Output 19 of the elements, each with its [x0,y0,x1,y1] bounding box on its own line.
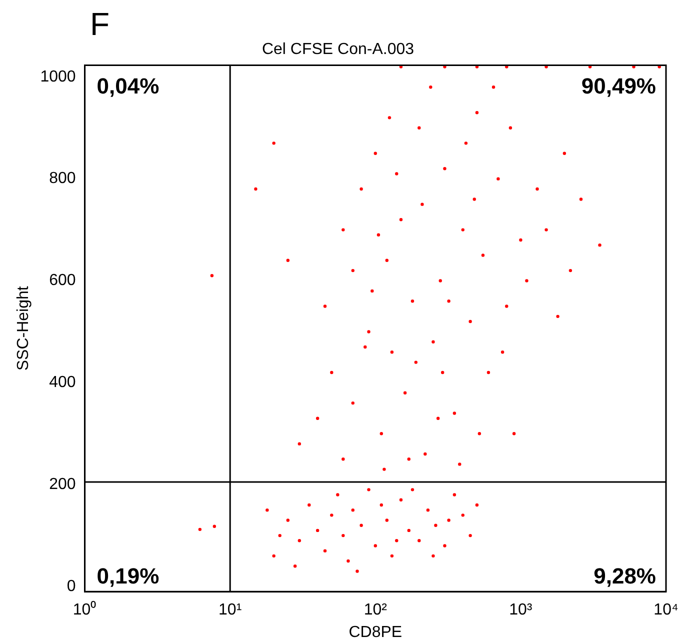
y-axis-title: SSC-Height [15,286,32,371]
chart-title: Cel CFSE Con-A.003 [262,41,414,58]
annotation: 0,04% [96,73,160,98]
x-tick-label: 10¹ [218,602,242,619]
annotation: 9,28% [594,564,656,589]
x-axis-title: CD8PE [348,624,402,641]
text: F [90,6,110,43]
annotation: 0,19% [96,564,160,589]
x-tick-label: 10⁰ [72,600,97,619]
x-tick-label: 10³ [509,602,533,619]
y-tick-label: 800 [49,170,76,188]
y-tick-label: 400 [49,374,76,392]
annotation: 90,49% [581,73,656,98]
y-tick-label: 600 [49,272,76,290]
x-tick-label: 10⁴ [654,602,678,619]
y-tick-label: 0 [66,578,76,595]
y-tick-label: 200 [49,476,76,493]
x-tick-label: 10² [364,602,388,619]
y-tick-label: 1000 [40,68,76,86]
